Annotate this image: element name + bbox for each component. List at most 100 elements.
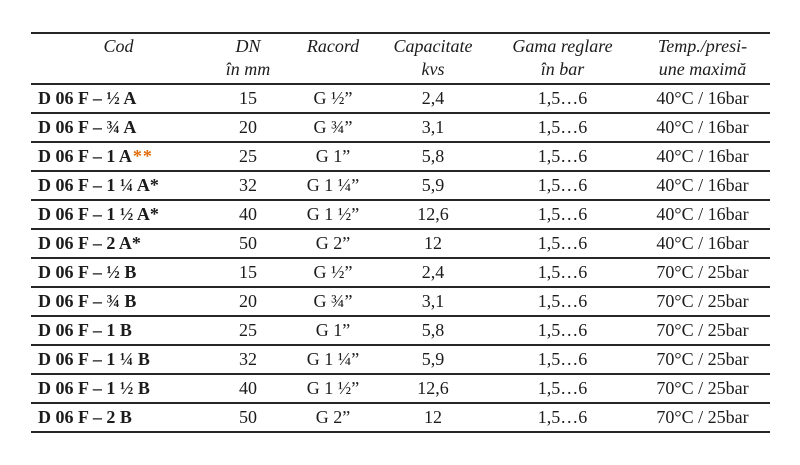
dn-cell: 25 [206,142,290,172]
header-line2: în bar [540,59,585,79]
capacitate-cell: 12,6 [376,200,490,230]
cod-cell: D 06 F – ½ B [31,258,206,288]
gama-cell: 1,5…6 [490,142,635,172]
dn-cell: 20 [206,287,290,317]
column-header-dn: DN în mm [206,32,290,85]
header-row: Cod DN în mm Racord Capacitate kvs Gama re… [31,32,770,85]
product-spec-table: Cod DN în mm Racord Capacitate kvs Gama re… [31,32,770,433]
dn-cell: 32 [206,345,290,375]
dn-cell: 15 [206,258,290,288]
dn-cell: 20 [206,113,290,143]
cod-value: D 06 F – 1 B [38,320,132,340]
racord-cell: G ½” [290,258,376,288]
cod-value: D 06 F – 2 B [38,407,132,427]
cod-value: D 06 F – ¾ A [38,117,137,137]
cod-cell: D 06 F – ¾ B [31,287,206,317]
gama-cell: 1,5…6 [490,345,635,375]
cod-value: D 06 F – ¾ B [38,291,137,311]
table-row: D 06 F – ½ A 15 G ½” 2,4 1,5…6 40°C / 16… [31,84,770,114]
column-header-temp-presiune: Temp./presi-une maximă [635,32,770,85]
racord-cell: G 2” [290,403,376,433]
racord-cell: G ½” [290,84,376,114]
gama-cell: 1,5…6 [490,374,635,404]
racord-cell: G 1” [290,142,376,172]
racord-cell: G 1 ½” [290,200,376,230]
temp-cell: 70°C / 25bar [635,316,770,346]
dn-cell: 15 [206,84,290,114]
table-row: D 06 F – 2 A* 50 G 2” 12 1,5…6 40°C / 16… [31,229,770,259]
cod-cell: D 06 F – 1 A** [31,142,206,172]
column-header-capacitate: Capacitate kvs [376,32,490,85]
temp-cell: 70°C / 25bar [635,374,770,404]
temp-cell: 40°C / 16bar [635,113,770,143]
capacitate-cell: 3,1 [376,113,490,143]
column-header-cod: Cod [31,32,206,85]
header-line1: DN [235,36,261,56]
cod-value: D 06 F – 1 A [38,146,132,166]
racord-cell: G 1” [290,316,376,346]
dn-cell: 32 [206,171,290,201]
racord-cell: G 1 ½” [290,374,376,404]
cod-value: D 06 F – 1 ¼ A* [38,175,159,195]
racord-cell: G 1 ¼” [290,171,376,201]
table-row: D 06 F – 1 ¼ B 32 G 1 ¼” 5,9 1,5…6 70°C … [31,345,770,375]
table-row: D 06 F – ¾ A 20 G ¾” 3,1 1,5…6 40°C / 16… [31,113,770,143]
cod-cell: D 06 F – ½ A [31,84,206,114]
temp-cell: 70°C / 25bar [635,403,770,433]
cod-cell: D 06 F – 1 ½ A* [31,200,206,230]
temp-cell: 40°C / 16bar [635,200,770,230]
cod-cell: D 06 F – 1 ¼ A* [31,171,206,201]
capacitate-cell: 5,9 [376,171,490,201]
cod-value: D 06 F – 1 ¼ B [38,349,150,369]
table-row: D 06 F – 1 ¼ A* 32 G 1 ¼” 5,9 1,5…6 40°C… [31,171,770,201]
dn-cell: 25 [206,316,290,346]
cod-value: D 06 F – ½ A [38,88,137,108]
cod-cell: D 06 F – 1 ½ B [31,374,206,404]
cod-value: D 06 F – ½ B [38,262,137,282]
capacitate-cell: 5,9 [376,345,490,375]
cod-value: D 06 F – 1 ½ B [38,378,150,398]
header-line2: kvs [421,59,445,79]
table-row: D 06 F – 1 ½ B 40 G 1 ½” 12,6 1,5…6 70°C… [31,374,770,404]
header-line2: une maximă [658,59,747,79]
racord-cell: G 2” [290,229,376,259]
cod-value: D 06 F – 1 ½ A* [38,204,159,224]
gama-cell: 1,5…6 [490,200,635,230]
cod-note-highlighted: ** [132,146,153,166]
column-header-gama-reglare: Gama reglare în bar [490,32,635,85]
gama-cell: 1,5…6 [490,113,635,143]
header-line2: în mm [225,59,271,79]
temp-cell: 40°C / 16bar [635,142,770,172]
temp-cell: 40°C / 16bar [635,84,770,114]
cod-cell: D 06 F – 2 B [31,403,206,433]
gama-cell: 1,5…6 [490,229,635,259]
table-row: D 06 F – 1 A** 25 G 1” 5,8 1,5…6 40°C / … [31,142,770,172]
gama-cell: 1,5…6 [490,171,635,201]
cod-value: D 06 F – 2 A* [38,233,141,253]
table-row: D 06 F – 1 ½ A* 40 G 1 ½” 12,6 1,5…6 40°… [31,200,770,230]
column-header-racord: Racord [290,32,376,85]
gama-cell: 1,5…6 [490,84,635,114]
capacitate-cell: 5,8 [376,316,490,346]
table-row: D 06 F – 2 B 50 G 2” 12 1,5…6 70°C / 25b… [31,403,770,433]
table-row: D 06 F – ½ B 15 G ½” 2,4 1,5…6 70°C / 25… [31,258,770,288]
table-row: D 06 F – ¾ B 20 G ¾” 3,1 1,5…6 70°C / 25… [31,287,770,317]
gama-cell: 1,5…6 [490,316,635,346]
cod-cell: D 06 F – 1 B [31,316,206,346]
capacitate-cell: 12,6 [376,374,490,404]
temp-cell: 40°C / 16bar [635,229,770,259]
racord-cell: G ¾” [290,113,376,143]
temp-cell: 40°C / 16bar [635,171,770,201]
gama-cell: 1,5…6 [490,403,635,433]
gama-cell: 1,5…6 [490,287,635,317]
header-line1: Cod [103,36,134,56]
dn-cell: 40 [206,200,290,230]
temp-cell: 70°C / 25bar [635,258,770,288]
capacitate-cell: 5,8 [376,142,490,172]
capacitate-cell: 3,1 [376,287,490,317]
racord-cell: G ¾” [290,287,376,317]
capacitate-cell: 2,4 [376,84,490,114]
capacitate-cell: 12 [376,229,490,259]
dn-cell: 50 [206,403,290,433]
